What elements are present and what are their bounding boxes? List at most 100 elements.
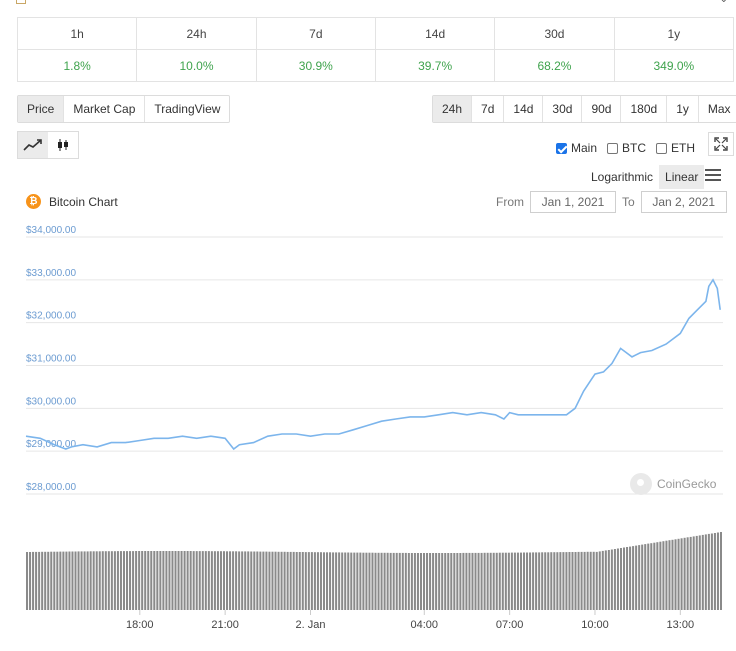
volume-bar (392, 552, 395, 610)
checkbox-checked-icon[interactable] (556, 142, 567, 154)
volume-bar (389, 552, 392, 610)
range-tabs: 24h 7d 14d 30d 90d 180d 1y Max (432, 95, 736, 123)
period-7d: 7d (255, 17, 376, 50)
y-tick-label: $28,000.00 (26, 482, 76, 493)
volume-bar (116, 551, 119, 610)
checkbox-icon[interactable] (656, 142, 668, 154)
volume-bar (259, 551, 262, 610)
period-30d: 30d (494, 17, 615, 50)
volume-bar (265, 551, 268, 610)
change-1y: 349.0% (613, 49, 735, 82)
volume-bar (553, 552, 556, 610)
volume-bar (232, 551, 235, 610)
overlay-checkboxes: Main BTC ETH (556, 141, 695, 155)
range-180d[interactable]: 180d (621, 96, 668, 122)
volume-bar (338, 552, 341, 610)
volume-bar (286, 551, 289, 610)
y-tick-label: $33,000.00 (26, 268, 76, 279)
volume-bar (65, 551, 68, 610)
volume-bar (216, 551, 219, 610)
volume-bar (589, 551, 592, 610)
fullscreen-button[interactable] (708, 132, 734, 156)
volume-bar (677, 538, 680, 610)
volume-bar (419, 553, 422, 610)
y-tick-label: $32,000.00 (26, 311, 76, 322)
period-1y: 1y (613, 17, 735, 50)
volume-bar (619, 548, 622, 610)
range-90d[interactable]: 90d (582, 96, 622, 122)
eth-checkbox[interactable]: ETH (656, 141, 695, 155)
tab-price[interactable]: Price (18, 96, 65, 122)
hamburger-menu-icon[interactable] (705, 169, 721, 181)
volume-bar (74, 551, 77, 610)
volume-bar (126, 551, 129, 610)
change-24h: 10.0% (136, 49, 257, 82)
volume-bar (29, 552, 32, 610)
volume-bar (483, 552, 486, 610)
volume-bar (180, 551, 183, 610)
volume-bar (374, 552, 377, 610)
volume-bar (610, 549, 613, 610)
checkbox-icon[interactable] (607, 142, 619, 154)
volume-bar (689, 536, 692, 610)
volume-bar (347, 552, 350, 610)
volume-bar (368, 552, 371, 610)
volume-bar (362, 552, 365, 610)
range-30d[interactable]: 30d (543, 96, 583, 122)
candlestick-button[interactable] (48, 132, 78, 158)
volume-bar (219, 551, 222, 610)
main-checkbox[interactable]: Main (556, 141, 597, 155)
volume-bar (577, 551, 580, 610)
volume-bar (150, 551, 153, 610)
to-date-input[interactable]: Jan 2, 2021 (640, 191, 727, 213)
volume-bar (341, 552, 344, 610)
range-1y[interactable]: 1y (667, 96, 699, 122)
volume-bar (50, 551, 53, 610)
volume-bar (301, 552, 304, 610)
volume-bar (644, 544, 647, 610)
y-tick-label: $29,000.00 (26, 439, 76, 450)
volume-bar (132, 551, 135, 610)
volume-bar (398, 552, 401, 610)
x-tick-label: 18:00 (126, 619, 154, 631)
range-7d[interactable]: 7d (472, 96, 505, 122)
volume-bar (647, 543, 650, 610)
range-max[interactable]: Max (698, 96, 736, 122)
volume-bar (307, 552, 310, 610)
volume-bar (110, 551, 113, 610)
volume-bar (716, 532, 719, 610)
volume-bar (383, 552, 386, 610)
volume-bar (665, 540, 668, 610)
from-date-input[interactable]: Jan 1, 2021 (530, 191, 616, 213)
volume-bar (147, 551, 150, 610)
volume-bar (129, 551, 132, 610)
volume-bar (183, 551, 186, 610)
volume-bar (380, 552, 383, 610)
scale-linear[interactable]: Linear (659, 165, 705, 189)
volume-bar (316, 552, 319, 610)
volume-bar (701, 534, 704, 610)
volume-bar (295, 552, 298, 610)
volume-bar (319, 552, 322, 610)
range-24h[interactable]: 24h (433, 96, 473, 122)
volume-bar (544, 552, 547, 610)
volume-bar (77, 551, 80, 610)
volume-bar (404, 552, 407, 610)
btc-checkbox[interactable]: BTC (607, 141, 646, 155)
scale-logarithmic[interactable]: Logarithmic (591, 170, 654, 184)
volume-bar (395, 552, 398, 610)
tab-tradingview[interactable]: TradingView (145, 96, 230, 122)
x-tick-label: 10:00 (581, 619, 609, 631)
volume-bar (250, 551, 253, 610)
volume-bar (632, 546, 635, 610)
tab-market-cap[interactable]: Market Cap (64, 96, 146, 122)
volume-bar (638, 545, 641, 610)
chevron-down-icon[interactable]: ⌄ (720, 0, 728, 5)
volume-bar (683, 537, 686, 610)
volume-bar (235, 551, 238, 610)
volume-bar (122, 551, 125, 610)
volume-bar (241, 551, 244, 610)
range-14d[interactable]: 14d (504, 96, 544, 122)
line-chart-button[interactable] (18, 132, 48, 158)
volume-bar (616, 548, 619, 610)
